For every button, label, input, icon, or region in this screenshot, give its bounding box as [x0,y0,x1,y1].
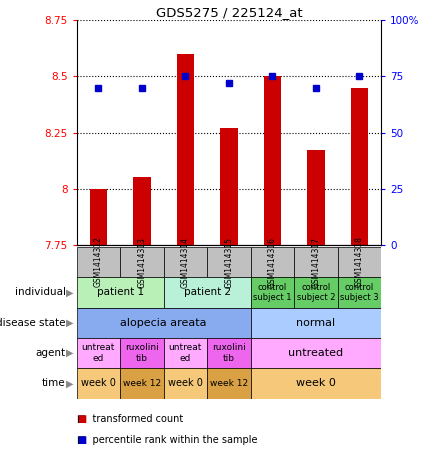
Text: ruxolini
tib: ruxolini tib [212,343,246,363]
Bar [90,188,107,245]
Text: week 12: week 12 [123,379,161,388]
Text: GSM1414312: GSM1414312 [94,236,103,288]
Bar [350,88,368,245]
Text: control
subject 3: control subject 3 [340,283,378,302]
Text: control
subject 1: control subject 1 [253,283,292,302]
Bar [133,177,151,245]
Text: GSM1414316: GSM1414316 [268,236,277,288]
Text: ■  percentile rank within the sample: ■ percentile rank within the sample [77,435,257,445]
Text: time: time [42,378,66,389]
Text: GSM1414313: GSM1414313 [138,236,146,288]
Text: ruxolini
tib: ruxolini tib [125,343,159,363]
Bar [120,247,164,277]
Title: GDS5275 / 225124_at: GDS5275 / 225124_at [155,6,302,19]
Text: ■: ■ [77,414,86,424]
Bar [164,368,207,399]
Text: ▶: ▶ [67,348,74,358]
Text: ■  transformed count: ■ transformed count [77,414,183,424]
Bar [77,247,120,277]
Bar [251,277,294,308]
Text: GSM1414318: GSM1414318 [355,236,364,288]
Text: ■: ■ [77,435,86,445]
Bar [338,247,381,277]
Bar [220,128,237,245]
Bar [120,368,164,399]
Bar [164,277,251,308]
Bar [207,368,251,399]
Text: week 12: week 12 [210,379,248,388]
Bar [294,247,338,277]
Bar [251,368,381,399]
Text: control
subject 2: control subject 2 [297,283,335,302]
Text: ▶: ▶ [67,287,74,298]
Text: disease state: disease state [0,318,66,328]
Bar [177,54,194,245]
Text: GSM1414315: GSM1414315 [224,236,233,288]
Text: untreated: untreated [288,348,343,358]
Bar [77,338,120,368]
Text: ▶: ▶ [67,378,74,389]
Text: individual: individual [15,287,66,298]
Text: week 0: week 0 [81,378,116,389]
Bar [307,150,325,245]
Text: GSM1414317: GSM1414317 [311,236,320,288]
Text: alopecia areata: alopecia areata [120,318,207,328]
Bar [251,308,381,338]
Bar [207,338,251,368]
Text: GSM1414314: GSM1414314 [181,236,190,288]
Bar [77,308,251,338]
Bar [120,338,164,368]
Text: untreat
ed: untreat ed [169,343,202,363]
Bar [251,247,294,277]
Text: week 0: week 0 [296,378,336,389]
Bar [264,77,281,245]
Bar [164,338,207,368]
Bar [77,368,120,399]
Bar [338,277,381,308]
Bar [251,338,381,368]
Text: untreat
ed: untreat ed [82,343,115,363]
Text: patient 2: patient 2 [184,287,231,298]
Bar [294,277,338,308]
Bar [164,247,207,277]
Text: normal: normal [296,318,336,328]
Text: agent: agent [35,348,66,358]
Bar [207,247,251,277]
Text: week 0: week 0 [168,378,203,389]
Text: ▶: ▶ [67,318,74,328]
Text: patient 1: patient 1 [96,287,144,298]
Bar [77,277,164,308]
